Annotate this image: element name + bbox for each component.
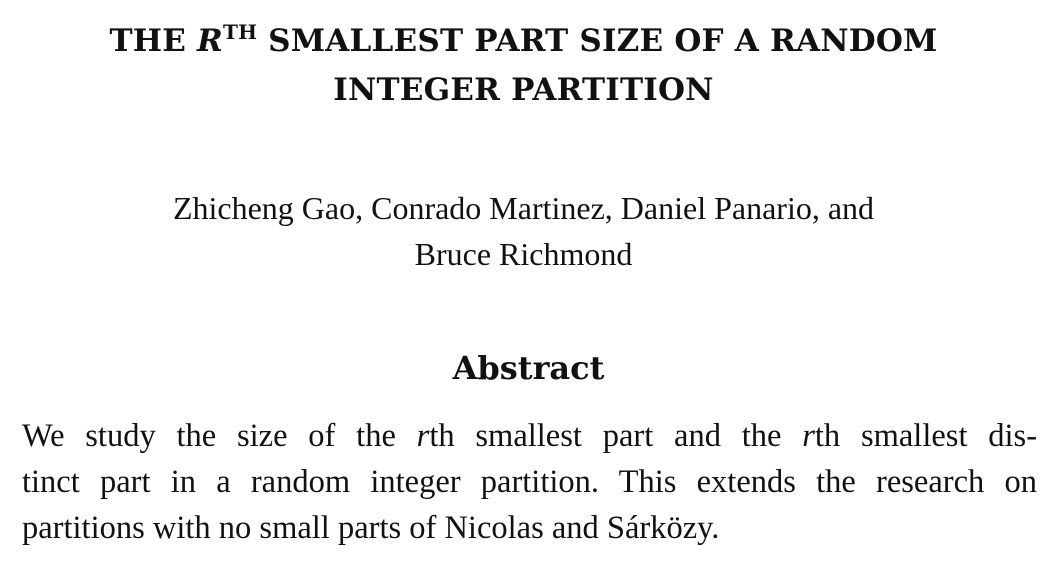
abstract-line-1-part-b: th smallest part and the: [429, 418, 803, 454]
author-list: Zhicheng Gao, Conrado Martinez, Daniel P…: [0, 185, 1047, 277]
paper-title: THE RTH SMALLEST PART SIZE OF A RANDOM I…: [0, 18, 1047, 113]
abstract-line-1-part-a: We study the size of the: [22, 418, 417, 454]
title-prefix: THE: [109, 23, 198, 59]
abstract-line-1-part-c: th smallest dis-: [814, 418, 1038, 454]
abstract-line-3: partitions with no small parts of Nicola…: [22, 510, 720, 546]
abstract-r-variable-2: r: [802, 418, 815, 454]
title-line-1: THE RTH SMALLEST PART SIZE OF A RANDOM: [0, 18, 1047, 67]
abstract-text: We study the size of the rth smallest pa…: [22, 413, 1037, 551]
title-r-variable: R: [197, 23, 223, 59]
authors-line-1: Zhicheng Gao, Conrado Martinez, Daniel P…: [172, 190, 875, 226]
abstract-r-variable-1: r: [416, 418, 430, 454]
title-superscript: TH: [223, 20, 258, 44]
abstract-line-2: tinct part in a random integer partition…: [22, 464, 1037, 500]
title-line-2: INTEGER PARTITION: [333, 72, 714, 108]
authors-line-2: Bruce Richmond: [414, 236, 633, 272]
abstract-line-1: We study the size of the rth smallest pa…: [22, 413, 1037, 459]
abstract-heading: Abstract: [452, 349, 605, 387]
title-suffix: SMALLEST PART SIZE OF A RANDOM: [257, 23, 938, 59]
